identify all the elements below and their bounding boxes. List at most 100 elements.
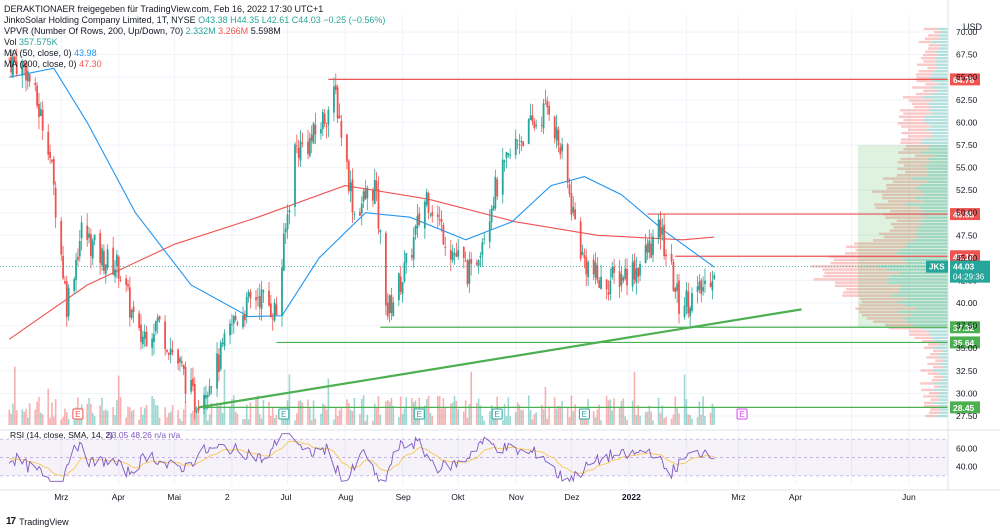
time-axis[interactable]: Mrz Apr Mai 2 Jul Aug Sep Okt Nov Dez 2022 Mrz Apr Ju…	[0, 489, 1000, 502]
vpvr-label[interactable]: VPVR (Number Of Rows, 200, Up/Down, 70)	[4, 26, 184, 36]
volume-bar-137	[362, 395, 365, 425]
ma200-path	[8, 185, 715, 340]
candle-144	[379, 229, 382, 245]
candle-28	[78, 229, 81, 262]
candle-body-135	[359, 212, 361, 216]
candle-body-59	[158, 315, 161, 320]
candle-body-248	[650, 243, 653, 258]
vpvr-up-76	[927, 167, 948, 171]
ma200-label[interactable]: MA (200, close, 0)	[4, 59, 77, 69]
volume-bar-25	[73, 420, 76, 425]
volume-bar-99	[262, 399, 265, 425]
symbol-tag	[926, 260, 948, 273]
vol-label[interactable]: Vol	[4, 37, 17, 47]
level-tag-4	[950, 336, 980, 349]
volume-bar-188	[494, 419, 497, 425]
vpvr-down-44	[824, 271, 900, 275]
price-tick-1: 30.00	[956, 388, 978, 398]
candle-body-39	[106, 249, 109, 268]
candle-body-6	[23, 62, 26, 66]
ma50-label[interactable]: MA (50, close, 0)	[4, 48, 72, 58]
volume-bar-262	[687, 414, 690, 425]
candle-218	[572, 196, 575, 217]
candle-213	[559, 142, 562, 160]
candle-body-215	[566, 144, 569, 183]
candle-261	[685, 282, 688, 315]
candle-body-251	[659, 219, 662, 238]
level-label-4: 35.64	[953, 338, 975, 348]
volume-bar-161	[425, 399, 428, 425]
time-tick-5: Aug	[338, 492, 353, 502]
candle-body-98	[260, 289, 263, 310]
vpvr-down-71	[885, 183, 921, 187]
candle-body-18	[52, 158, 55, 185]
vpvr-down-76	[897, 167, 928, 171]
candle-199	[522, 141, 525, 147]
horizontal-levels[interactable]: 64.76 49.85 45.18 37.32 35.64 28.45	[198, 73, 980, 414]
candle-body-104	[275, 304, 278, 316]
vpvr-up-65	[906, 203, 948, 206]
candle-body-162	[427, 193, 430, 213]
volume-bar-113	[299, 400, 302, 425]
candle-187	[492, 196, 495, 211]
volume-bar-164	[431, 415, 434, 425]
vpvr-down-9	[934, 385, 940, 388]
candle-body-46	[127, 284, 129, 287]
vol-legend[interactable]: Vol 357.575K	[4, 37, 385, 48]
ohlc-low: L42.61	[261, 15, 290, 25]
volume-bar-204	[535, 412, 537, 425]
price-tick-4: 37.50	[956, 321, 978, 331]
ma50-legend[interactable]: MA (50, close, 0) 43.98	[4, 48, 385, 59]
volume-bar-245	[644, 412, 647, 425]
symbol-name[interactable]: JinkoSolar Holding Company Limited, 1T, …	[4, 15, 196, 25]
candle-83	[221, 337, 224, 348]
vpvr-down-24	[914, 336, 932, 340]
vpvr-down-94	[900, 109, 929, 112]
candle-body-20	[60, 220, 63, 255]
candle-body-8	[26, 71, 29, 82]
candle-body-115	[307, 141, 309, 155]
candle-31	[88, 227, 90, 244]
vpvr-up-4	[933, 401, 948, 405]
earnings-label-5: E	[739, 410, 744, 419]
volume-bar-176	[464, 400, 467, 425]
vpvr-down-119	[923, 27, 938, 31]
vpvr-down-82	[903, 148, 929, 151]
candle-212	[557, 126, 560, 153]
tradingview-logo-icon[interactable]: 17	[6, 516, 16, 527]
candle-173	[455, 242, 458, 258]
candle-body-89	[236, 322, 239, 325]
candle-body-200	[527, 119, 530, 144]
vpvr-up-83	[929, 144, 948, 148]
candle-body-121	[321, 111, 324, 130]
vpvr-up-90	[926, 122, 948, 125]
brand-name[interactable]: TradingView	[19, 516, 69, 527]
volume-bar-33	[91, 412, 94, 425]
candle-160	[423, 199, 426, 239]
candle-body-226	[594, 262, 597, 278]
volume-bar-216	[568, 417, 571, 425]
time-tick-13: Jun	[902, 492, 916, 502]
candle-214	[561, 137, 564, 159]
candle-170	[449, 239, 452, 272]
footer[interactable]: 17 TradingView	[6, 516, 69, 527]
vpvr-down-32	[859, 310, 899, 314]
trendline[interactable]	[198, 308, 802, 409]
candle-body-261	[685, 290, 688, 307]
vpvr-legend[interactable]: VPVR (Number Of Rows, 200, Up/Down, 70) …	[4, 26, 385, 37]
ma200-legend[interactable]: MA (200, close, 0) 47.30	[4, 59, 385, 70]
level-tag-2	[950, 250, 980, 263]
candle-242	[635, 256, 638, 295]
candle-9	[28, 73, 31, 87]
candle-155	[410, 248, 413, 261]
candle-169	[444, 236, 447, 257]
volume-bar-242	[635, 414, 638, 425]
time-tick-1: Apr	[112, 492, 125, 502]
rsi-sma-line	[9, 440, 715, 477]
volume-bar-135	[359, 414, 361, 425]
symbol-line[interactable]: JinkoSolar Holding Company Limited, 1T, …	[4, 15, 385, 26]
volume-bar-115	[307, 399, 309, 425]
